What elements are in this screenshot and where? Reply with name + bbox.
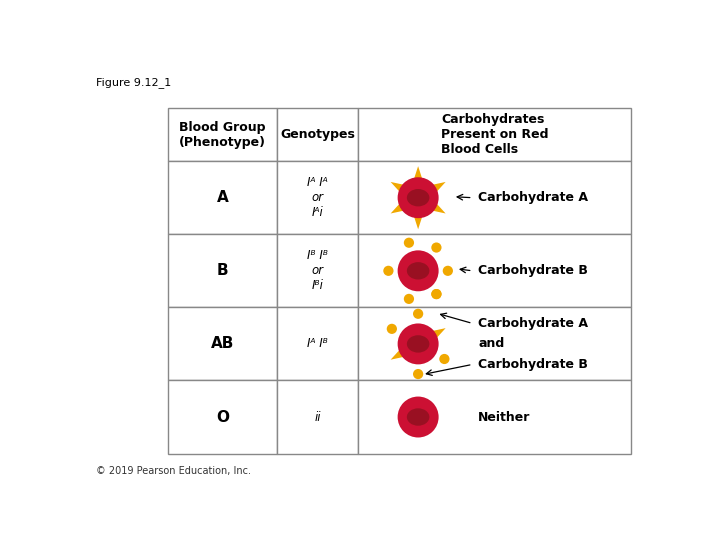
Bar bbox=[168, 234, 277, 307]
Bar bbox=[168, 307, 277, 381]
Ellipse shape bbox=[383, 266, 394, 276]
Text: Carbohydrate A: Carbohydrate A bbox=[478, 317, 588, 330]
Ellipse shape bbox=[407, 189, 429, 206]
Ellipse shape bbox=[397, 323, 438, 364]
Bar bbox=[358, 307, 631, 381]
Text: Blood Group
(Phenotype): Blood Group (Phenotype) bbox=[179, 121, 266, 149]
Ellipse shape bbox=[431, 289, 441, 299]
Text: ii: ii bbox=[314, 410, 320, 423]
Polygon shape bbox=[391, 333, 427, 360]
Polygon shape bbox=[410, 186, 446, 213]
Bar bbox=[277, 234, 358, 307]
Ellipse shape bbox=[431, 289, 441, 299]
Text: Figure 9.12_1: Figure 9.12_1 bbox=[96, 77, 171, 88]
Text: Genotypes: Genotypes bbox=[280, 129, 355, 141]
Bar bbox=[277, 109, 358, 161]
Text: O: O bbox=[216, 409, 229, 424]
Ellipse shape bbox=[407, 408, 429, 426]
Polygon shape bbox=[407, 194, 429, 230]
Polygon shape bbox=[410, 182, 446, 209]
Ellipse shape bbox=[431, 242, 441, 253]
Polygon shape bbox=[391, 182, 427, 209]
Ellipse shape bbox=[397, 251, 438, 291]
Text: Carbohydrate A: Carbohydrate A bbox=[478, 191, 588, 204]
Ellipse shape bbox=[443, 266, 453, 276]
Bar bbox=[168, 109, 277, 161]
Bar bbox=[358, 381, 631, 454]
Bar bbox=[168, 381, 277, 454]
Text: Carbohydrate B: Carbohydrate B bbox=[478, 264, 588, 278]
Text: and: and bbox=[478, 338, 505, 350]
Bar bbox=[168, 161, 277, 234]
Text: Carbohydrate B: Carbohydrate B bbox=[478, 358, 588, 371]
Bar bbox=[358, 234, 631, 307]
Ellipse shape bbox=[439, 354, 449, 364]
Bar bbox=[358, 161, 631, 234]
Text: Iᴬ Iᴬ
or
Iᴬi: Iᴬ Iᴬ or Iᴬi bbox=[307, 176, 328, 219]
Text: A: A bbox=[217, 190, 228, 205]
Text: © 2019 Pearson Education, Inc.: © 2019 Pearson Education, Inc. bbox=[96, 467, 251, 476]
Text: Carbohydrates
Present on Red
Blood Cells: Carbohydrates Present on Red Blood Cells bbox=[441, 113, 549, 156]
Bar bbox=[358, 109, 631, 161]
Text: Iᴬ Iᴮ: Iᴬ Iᴮ bbox=[307, 338, 328, 350]
Ellipse shape bbox=[404, 238, 414, 248]
Ellipse shape bbox=[407, 262, 429, 280]
Bar bbox=[277, 307, 358, 381]
Ellipse shape bbox=[387, 324, 397, 334]
Text: AB: AB bbox=[211, 336, 234, 352]
Polygon shape bbox=[391, 186, 427, 213]
Bar bbox=[277, 161, 358, 234]
Ellipse shape bbox=[413, 369, 423, 379]
Text: Neither: Neither bbox=[478, 410, 531, 423]
Ellipse shape bbox=[404, 294, 414, 304]
Bar bbox=[277, 381, 358, 454]
Ellipse shape bbox=[397, 177, 438, 218]
Polygon shape bbox=[407, 166, 429, 201]
Polygon shape bbox=[410, 328, 446, 355]
Text: B: B bbox=[217, 264, 228, 278]
Text: Iᴮ Iᴮ
or
Iᴮi: Iᴮ Iᴮ or Iᴮi bbox=[307, 249, 328, 292]
Ellipse shape bbox=[397, 396, 438, 437]
Ellipse shape bbox=[413, 309, 423, 319]
Ellipse shape bbox=[407, 335, 429, 353]
